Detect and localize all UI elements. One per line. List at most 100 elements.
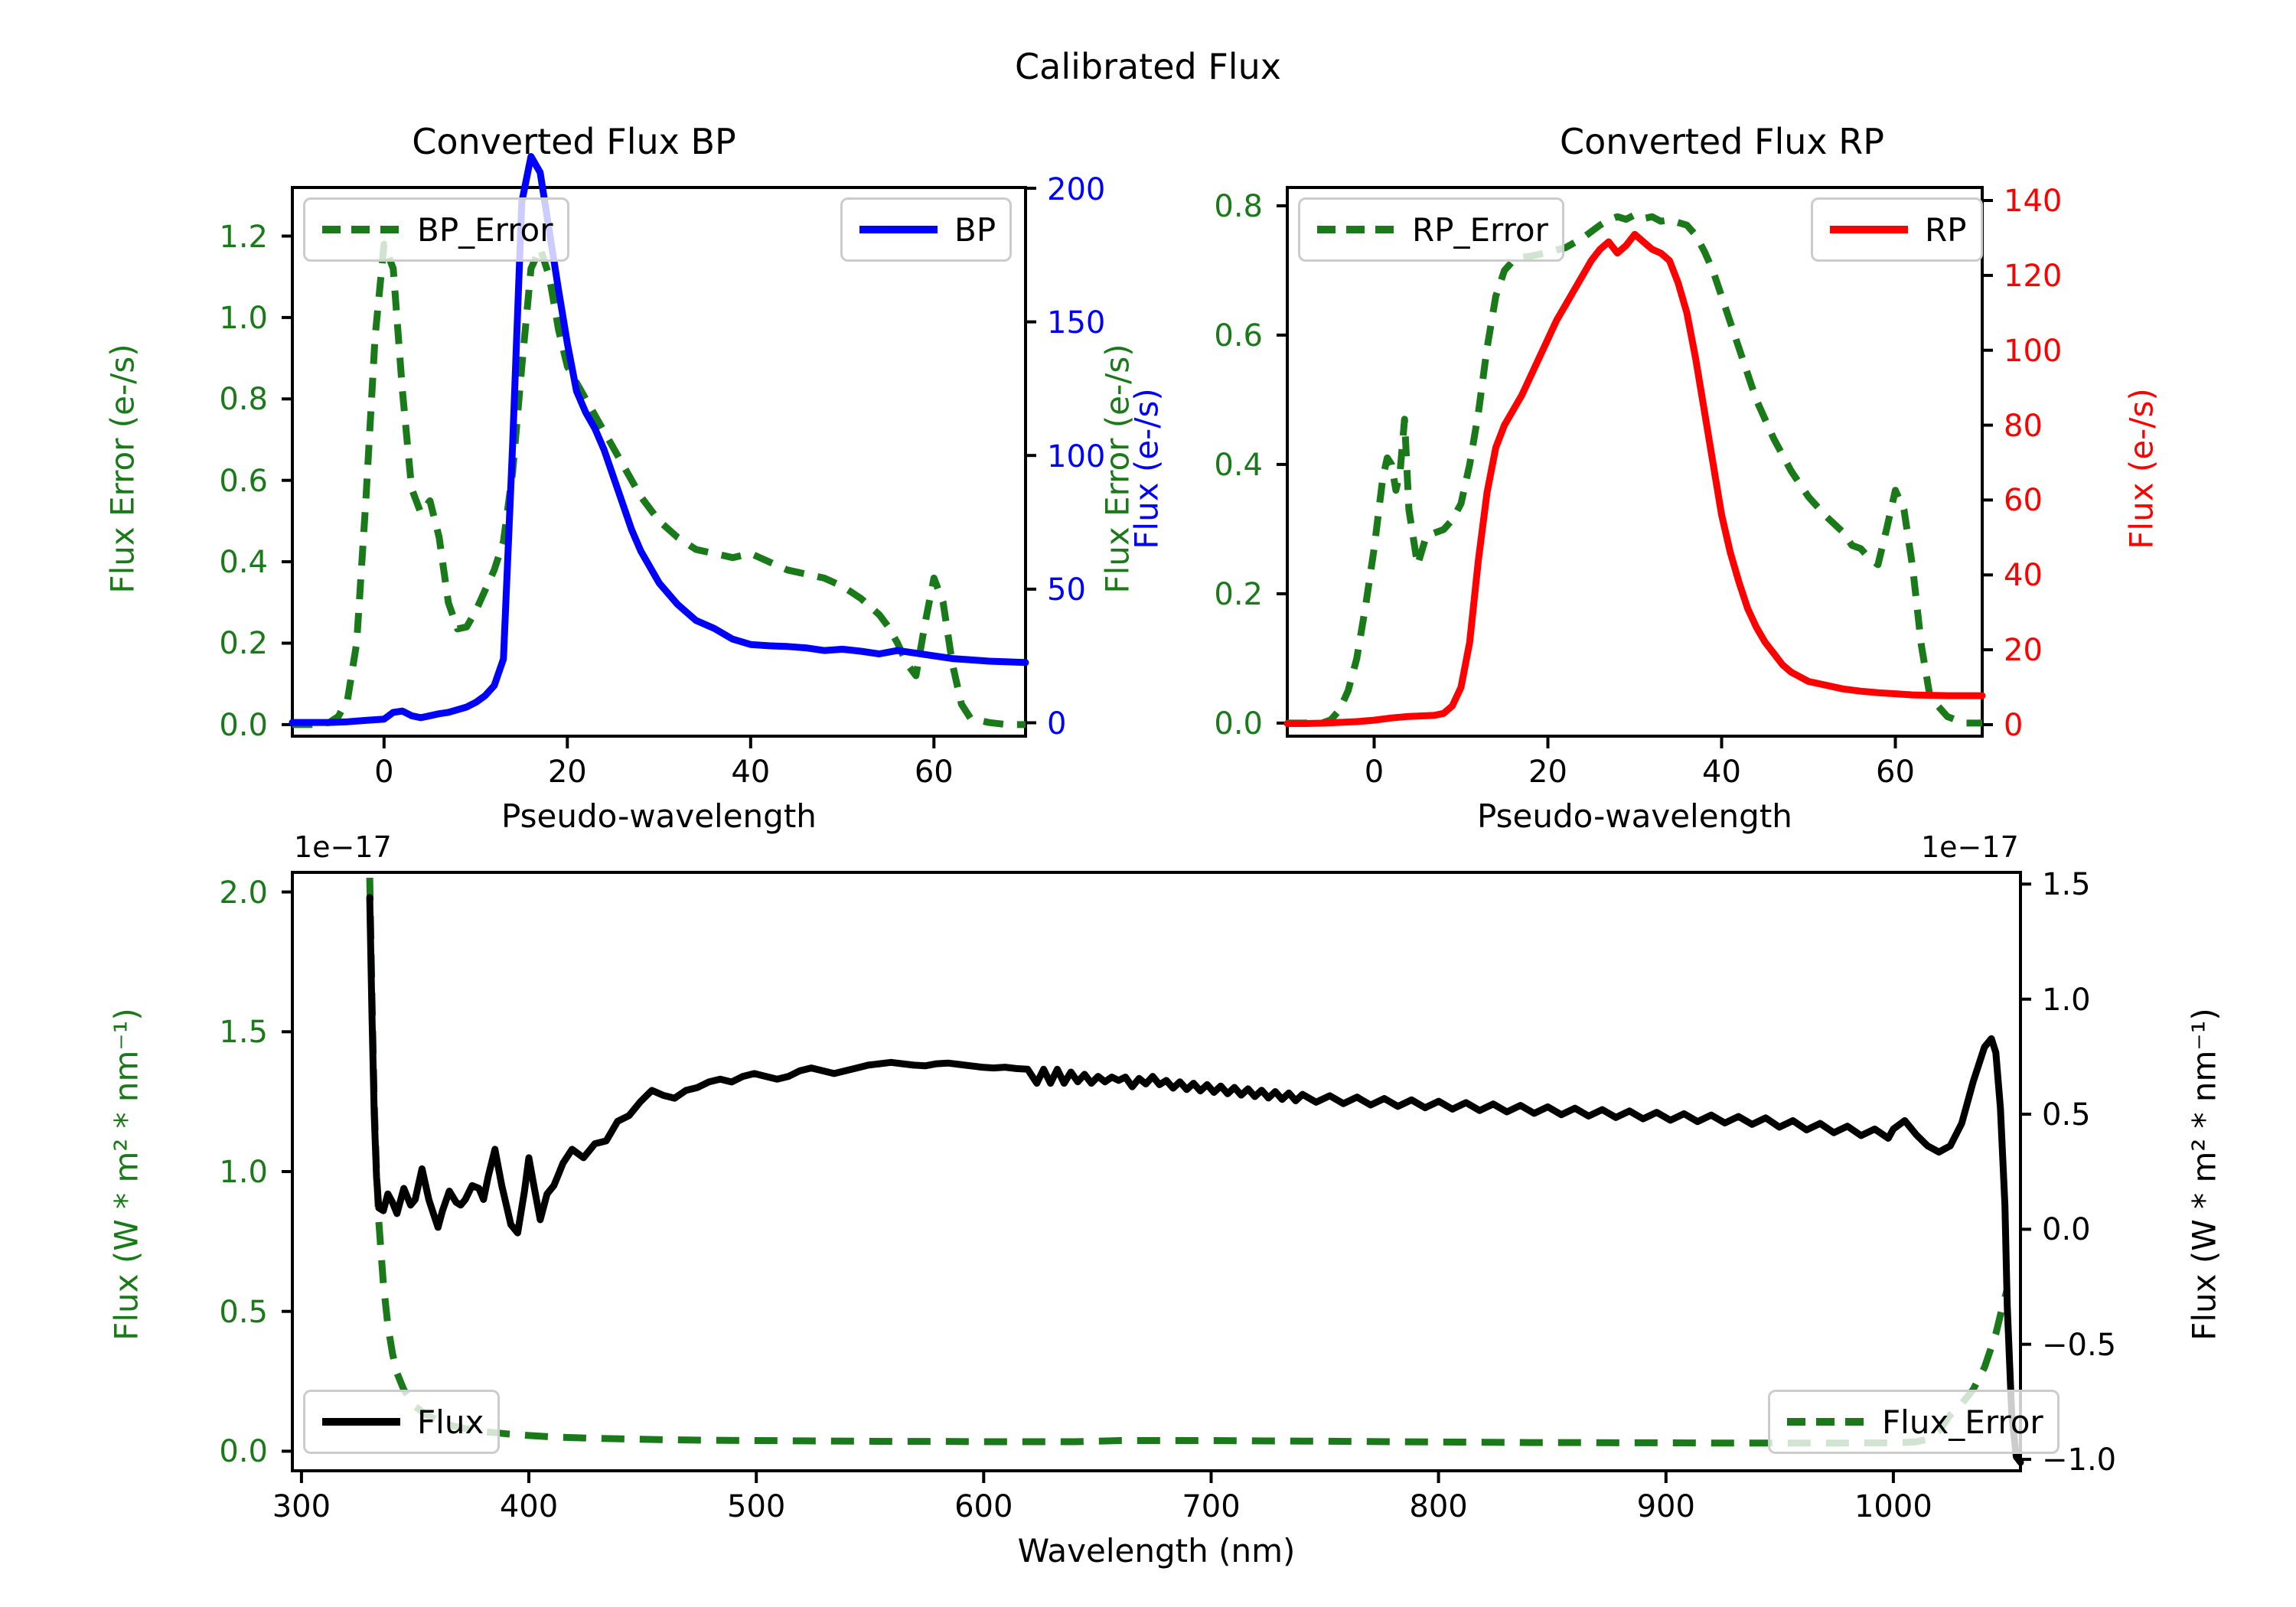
rp-legend-error-label: RP_Error — [1412, 210, 1548, 249]
rp-ytick-right-1: 20 — [2004, 633, 2043, 668]
rp-ytick-right-3: 60 — [2004, 483, 2043, 518]
panel-calibrated-flux: Calibrated Flux 1e−17 1e−17 — [0, 46, 2296, 1607]
calibrated-xtick-2: 500 — [727, 1489, 786, 1524]
rp-axes-svg — [1277, 186, 1993, 748]
rp-ytick-left-0: 0.0 — [1214, 706, 1263, 742]
bp-legend-flux[interactable]: BP — [840, 197, 1013, 262]
rp-ytick-right-5: 100 — [2004, 334, 2063, 369]
bp-legend-flux-label: BP — [954, 210, 996, 249]
rp-legend-error[interactable]: RP_Error — [1298, 197, 1564, 262]
panel-converted-flux-rp: Converted Flux RP — [1099, 0, 2296, 835]
calibrated-flux-error-legend-swatch — [1787, 1418, 1865, 1426]
bp-legend-error-label: BP_Error — [417, 210, 553, 249]
calibrated-ytick-right-5: 1.5 — [2042, 867, 2091, 902]
bp-ytick-left-1: 0.2 — [219, 626, 268, 661]
rp-left-ticks — [1277, 204, 1287, 725]
rp-xtick-2: 40 — [1702, 755, 1741, 790]
bp-left-ticks — [282, 234, 292, 726]
bp-xtick-0: 0 — [374, 755, 394, 790]
calibrated-ytick-left-0: 0.0 — [219, 1434, 268, 1469]
rp-legend-flux-label: RP — [1925, 210, 1967, 249]
calibrated-flux-legend-swatch — [322, 1418, 400, 1426]
bp-ytick-right-1: 50 — [1047, 572, 1086, 608]
calibrated-x-ticks — [299, 1471, 1895, 1483]
panel-converted-flux-bp: Converted Flux BP — [0, 0, 1166, 835]
calibrated-ytick-left-4: 2.0 — [219, 875, 268, 911]
rp-xlabel: Pseudo-wavelength — [1477, 797, 1792, 835]
bp-error-legend-swatch — [322, 226, 400, 233]
calibrated-xtick-3: 600 — [954, 1489, 1013, 1524]
bp-flux-curve — [289, 153, 1029, 726]
bp-ytick-right-4: 200 — [1047, 172, 1106, 207]
bp-ytick-left-0: 0.0 — [219, 708, 268, 743]
bp-axes-svg — [282, 153, 1036, 748]
calibrated-legend-flux-error-label: Flux_Error — [1882, 1403, 2043, 1441]
rp-plot-frame — [1286, 186, 1984, 738]
rp-x-ticks — [1372, 736, 1897, 748]
calibrated-right-ticks — [2020, 882, 2031, 1462]
rp-right-ticks — [1982, 199, 1993, 726]
rp-ytick-right-6: 120 — [2004, 259, 2063, 294]
calibrated-ytick-left-3: 1.5 — [219, 1015, 268, 1050]
rp-panel-title: Converted Flux RP — [1560, 121, 1884, 162]
calibrated-axes-svg — [282, 871, 2031, 1483]
calibrated-ytick-left-1: 0.5 — [219, 1295, 268, 1330]
calibrated-xtick-4: 700 — [1182, 1489, 1241, 1524]
bp-x-ticks — [382, 736, 936, 748]
bp-ytick-left-4: 0.8 — [219, 382, 268, 417]
calibrated-legend-flux-error[interactable]: Flux_Error — [1768, 1390, 2060, 1454]
calibrated-xtick-5: 800 — [1409, 1489, 1468, 1524]
calibrated-plot-frame — [291, 871, 2022, 1472]
calibrated-left-ticks — [282, 890, 292, 1453]
rp-ytick-left-4: 0.8 — [1214, 189, 1263, 224]
bp-xtick-2: 40 — [731, 755, 771, 790]
calibrated-xtick-1: 400 — [499, 1489, 559, 1524]
rp-flux-curve — [1283, 230, 1986, 727]
rp-ytick-right-2: 40 — [2004, 558, 2043, 593]
rp-ytick-left-2: 0.4 — [1214, 448, 1263, 483]
bp-xlabel: Pseudo-wavelength — [501, 797, 817, 835]
calibrated-ytick-right-2: 0.0 — [2042, 1212, 2091, 1247]
calibrated-xtick-0: 300 — [272, 1489, 331, 1524]
rp-legend-flux[interactable]: RP — [1811, 197, 1983, 262]
rp-ylabel-right: Flux (e-/s) — [2122, 388, 2161, 549]
bp-ylabel-left: Flux Error (e-/s) — [103, 344, 142, 594]
rp-error-curve — [1287, 211, 1982, 727]
rp-ytick-left-3: 0.6 — [1214, 318, 1263, 354]
rp-xtick-1: 20 — [1528, 755, 1567, 790]
bp-ytick-right-2: 100 — [1047, 439, 1106, 474]
calibrated-xtick-6: 900 — [1636, 1489, 1695, 1524]
bp-ytick-left-3: 0.6 — [219, 464, 268, 499]
bp-plot-frame — [291, 186, 1027, 738]
bp-flux-legend-swatch — [859, 226, 938, 233]
rp-ytick-right-7: 140 — [2004, 184, 2063, 219]
calibrated-ytick-right-4: 1.0 — [2042, 983, 2091, 1018]
bp-error-curve — [292, 240, 1026, 729]
calibrated-ytick-right-3: 0.5 — [2042, 1097, 2091, 1133]
rp-error-legend-swatch — [1317, 226, 1395, 233]
calibrated-ylabel-left: Flux (W * m² * nm⁻¹) — [107, 1008, 145, 1341]
rp-xtick-3: 60 — [1876, 755, 1915, 790]
calibrated-ytick-right-1: −0.5 — [2042, 1328, 2117, 1363]
rp-xtick-0: 0 — [1364, 755, 1384, 790]
bp-xtick-1: 20 — [547, 755, 587, 790]
bp-panel-title: Converted Flux BP — [412, 121, 736, 162]
calibrated-ytick-left-2: 1.0 — [219, 1155, 268, 1190]
rp-ytick-right-0: 0 — [2004, 708, 2024, 743]
bp-ytick-right-0: 0 — [1047, 706, 1067, 742]
calibrated-xtick-7: 1000 — [1854, 1489, 1932, 1524]
bp-legend-error[interactable]: BP_Error — [303, 197, 569, 262]
bp-ytick-left-2: 0.4 — [219, 545, 268, 580]
bp-ytick-left-6: 1.2 — [219, 220, 268, 255]
rp-ylabel-left: Flux Error (e-/s) — [1098, 344, 1137, 594]
calibrated-right-offset-text: 1e−17 — [1921, 830, 2019, 864]
calibrated-legend-flux[interactable]: Flux — [303, 1390, 501, 1454]
rp-ytick-left-1: 0.2 — [1214, 577, 1263, 612]
bp-xtick-3: 60 — [914, 755, 954, 790]
calibrated-flux-error-curve — [366, 878, 2011, 1447]
calibrated-panel-title: Calibrated Flux — [1015, 46, 1281, 87]
rp-flux-legend-swatch — [1830, 226, 1908, 233]
calibrated-xlabel: Wavelength (nm) — [1017, 1532, 1296, 1570]
bp-ytick-right-3: 150 — [1047, 305, 1106, 341]
